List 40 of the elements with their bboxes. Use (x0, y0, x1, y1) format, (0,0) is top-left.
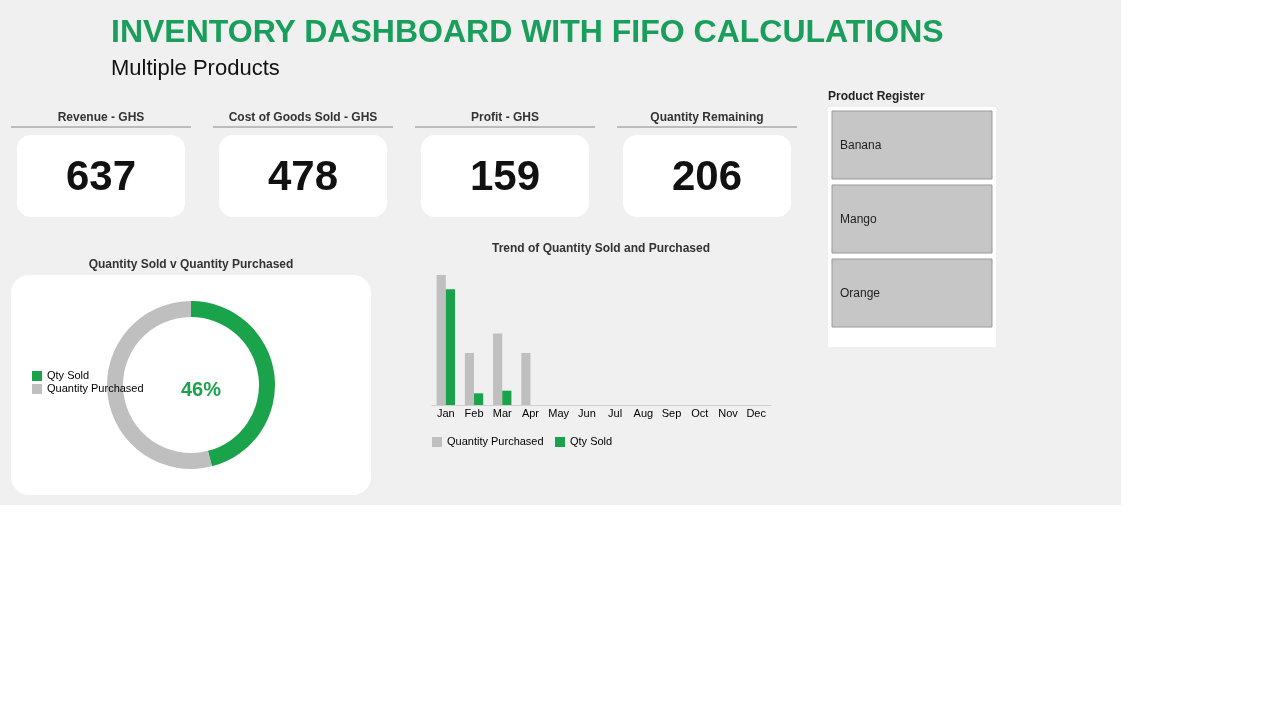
text: Quantity Remaining (650, 110, 764, 124)
legend-label: Quantity Purchased (47, 382, 144, 394)
bar (502, 390, 512, 405)
x-tick-label: May (548, 406, 570, 419)
text: 206 (671, 152, 743, 199)
x-tick-label: Feb (464, 406, 484, 419)
chart-title: Quantity Sold v Quantity Purchased (88, 257, 294, 271)
x-tick-label: Oct (691, 406, 709, 419)
bar (464, 353, 475, 405)
legend-label: Quantity Purchased (447, 435, 544, 447)
x-tick-label: Sep (661, 406, 682, 419)
chart-title: Trend of Quantity Sold and Purchased (491, 241, 711, 255)
text: INVENTORY DASHBOARD WITH FIFO CALCULATIONS (111, 13, 944, 49)
text: Banana (840, 138, 882, 152)
x-tick-label: Jan (436, 406, 455, 419)
text: 46% (180, 378, 222, 400)
x-tick-label: Jun (578, 406, 596, 419)
text: 478 (267, 152, 339, 199)
text: Revenue - GHS (57, 110, 145, 124)
x-tick-label: Mar (492, 406, 513, 419)
bar (493, 333, 503, 405)
x-tick-label: Nov (718, 406, 739, 419)
legend-label: Qty Sold (47, 369, 90, 381)
bar (474, 393, 484, 405)
text: Profit - GHS (471, 110, 539, 124)
text: 637 (65, 152, 137, 199)
x-tick-label: Jul (608, 406, 623, 419)
bar (436, 275, 446, 405)
text: 159 (469, 152, 541, 199)
bar (521, 353, 531, 405)
text: Cost of Goods Sold - GHS (228, 110, 378, 124)
x-tick-label: Dec (746, 406, 767, 419)
text: Mango (840, 212, 878, 226)
text: Multiple Products (111, 55, 280, 80)
text: Product Register (828, 89, 926, 103)
x-tick-label: Apr (521, 406, 540, 419)
x-tick-label: Aug (633, 406, 654, 419)
bar (445, 289, 455, 405)
text: Orange (840, 286, 881, 300)
legend-label: Qty Sold (570, 435, 613, 447)
